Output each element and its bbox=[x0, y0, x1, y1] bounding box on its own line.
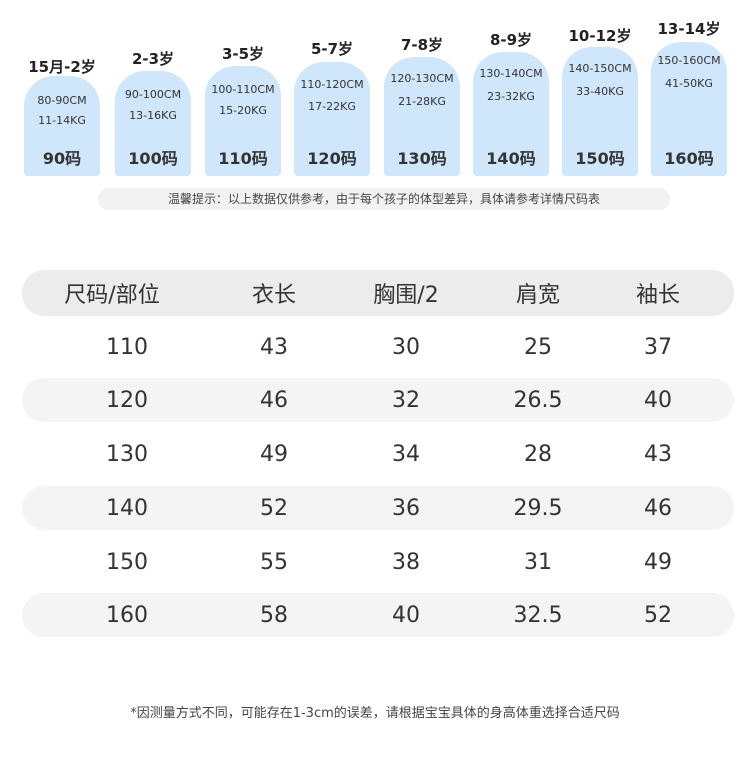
size-card-weight: 11-14KG bbox=[38, 114, 86, 127]
cell-sleeve: 37 bbox=[644, 334, 672, 360]
cell-sleeve: 52 bbox=[644, 602, 672, 628]
size-card-weight: 17-22KG bbox=[308, 100, 356, 113]
size-card-weight: 15-20KG bbox=[219, 104, 267, 117]
size-card-weight: 13-16KG bbox=[129, 109, 177, 122]
cell-length: 55 bbox=[260, 549, 288, 575]
size-card-code: 110码 bbox=[218, 149, 268, 168]
cell-length: 49 bbox=[260, 441, 288, 467]
header-cell-chest: 胸围/2 bbox=[373, 283, 439, 308]
cell-shoulder: 29.5 bbox=[513, 495, 563, 521]
size-card-height: 110-120CM bbox=[300, 78, 364, 91]
cell-length: 46 bbox=[260, 387, 288, 413]
cell-length: 52 bbox=[260, 495, 288, 521]
header-cell-shoulder: 肩宽 bbox=[515, 283, 560, 308]
size-card-body: 140-150CM 33-40KG 150码 bbox=[562, 47, 638, 176]
reference-tip: 温馨提示：以上数据仅供参考，由于每个孩子的体型差异，具体请参考详情尺码表 bbox=[98, 188, 670, 210]
size-card-code: 90码 bbox=[42, 149, 82, 168]
measurement-footnote: *因测量方式不同，可能存在1-3cm的误差，请根据宝宝具体的身高体重选择合适尺码 bbox=[130, 706, 620, 721]
size-card-height: 120-130CM bbox=[390, 72, 454, 85]
table-header-row: 尺码/部位 衣长 胸围/2 肩宽 袖长 bbox=[22, 270, 734, 316]
table-row: 150 55 38 31 49 bbox=[22, 540, 734, 584]
size-card-weight: 41-50KG bbox=[665, 77, 713, 90]
size-card-height: 150-160CM bbox=[657, 54, 721, 67]
size-card-code: 100码 bbox=[128, 149, 178, 168]
size-card-height: 130-140CM bbox=[479, 67, 543, 80]
size-card-age: 10-12岁 bbox=[568, 27, 632, 45]
size-card-body: 150-160CM 41-50KG 160码 bbox=[651, 42, 727, 176]
cell-size: 160 bbox=[106, 602, 148, 628]
cell-chest: 34 bbox=[392, 441, 420, 467]
size-card-height: 90-100CM bbox=[124, 88, 182, 101]
cell-sleeve: 40 bbox=[644, 387, 672, 413]
size-card-age: 13-14岁 bbox=[657, 20, 721, 38]
cell-chest: 32 bbox=[392, 387, 420, 413]
cell-chest: 36 bbox=[392, 495, 420, 521]
header-cell-sleeve: 袖长 bbox=[635, 283, 680, 308]
size-card-code: 160码 bbox=[664, 149, 714, 168]
size-card-code: 130码 bbox=[397, 149, 447, 168]
table-row: 130 49 34 28 43 bbox=[22, 432, 734, 476]
cell-length: 58 bbox=[260, 602, 288, 628]
cell-size: 120 bbox=[106, 387, 148, 413]
size-card-height: 140-150CM bbox=[568, 62, 632, 75]
cell-chest: 40 bbox=[392, 602, 420, 628]
size-card-height: 80-90CM bbox=[37, 94, 87, 107]
cell-shoulder: 25 bbox=[524, 334, 552, 360]
size-card-weight: 33-40KG bbox=[576, 85, 624, 98]
size-card-weight: 23-32KG bbox=[487, 90, 535, 103]
table-row: 140 52 36 29.5 46 bbox=[22, 486, 734, 530]
size-card-age: 15月-2岁 bbox=[28, 58, 96, 76]
size-card-strip: 15月-2岁 80-90CM 11-14KG 90码 2-3岁 90-100CM… bbox=[0, 0, 750, 180]
cell-chest: 38 bbox=[392, 549, 420, 575]
cell-size: 130 bbox=[106, 441, 148, 467]
size-card-code: 120码 bbox=[307, 149, 357, 168]
size-card-body: 130-140CM 23-32KG 140码 bbox=[473, 52, 549, 176]
size-card-age: 3-5岁 bbox=[221, 45, 265, 63]
size-card-age: 7-8岁 bbox=[400, 36, 444, 54]
cell-shoulder: 26.5 bbox=[513, 387, 563, 413]
table-row: 120 46 32 26.5 40 bbox=[22, 378, 734, 422]
size-card-weight: 21-28KG bbox=[398, 95, 446, 108]
size-card-body: 80-90CM 11-14KG 90码 bbox=[24, 76, 100, 176]
header-cell-length: 衣长 bbox=[251, 283, 296, 308]
cell-length: 43 bbox=[260, 334, 288, 360]
cell-sleeve: 49 bbox=[644, 549, 672, 575]
size-card-age: 8-9岁 bbox=[489, 31, 533, 49]
cell-size: 150 bbox=[106, 549, 148, 575]
size-card-body: 100-110CM 15-20KG 110码 bbox=[205, 66, 281, 176]
cell-sleeve: 43 bbox=[644, 441, 672, 467]
cell-chest: 30 bbox=[392, 334, 420, 360]
size-card-code: 140码 bbox=[486, 149, 536, 168]
size-card-body: 110-120CM 17-22KG 120码 bbox=[294, 62, 370, 176]
cell-shoulder: 31 bbox=[524, 549, 552, 575]
size-card-body: 120-130CM 21-28KG 130码 bbox=[384, 57, 460, 176]
table-row: 110 43 30 25 37 bbox=[22, 325, 734, 369]
size-card-code: 150码 bbox=[575, 149, 625, 168]
table-row: 160 58 40 32.5 52 bbox=[22, 593, 734, 637]
cell-sleeve: 46 bbox=[644, 495, 672, 521]
size-card-age: 2-3岁 bbox=[131, 50, 175, 68]
cell-size: 110 bbox=[106, 334, 148, 360]
size-card-age: 5-7岁 bbox=[310, 40, 354, 58]
size-card-body: 90-100CM 13-16KG 100码 bbox=[115, 71, 191, 176]
cell-shoulder: 32.5 bbox=[513, 602, 563, 628]
cell-shoulder: 28 bbox=[524, 441, 552, 467]
size-card-height: 100-110CM bbox=[211, 83, 275, 96]
cell-size: 140 bbox=[106, 495, 148, 521]
header-cell-size: 尺码/部位 bbox=[64, 283, 160, 308]
